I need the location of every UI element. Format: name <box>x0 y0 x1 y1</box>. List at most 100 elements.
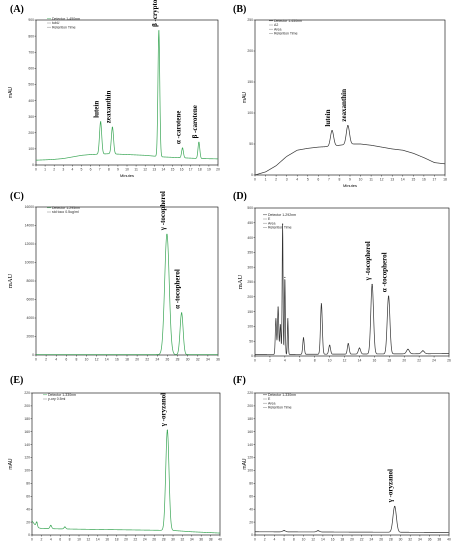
y-tick-label: 14000 <box>25 224 35 228</box>
peak-apex <box>181 312 183 314</box>
x-tick-label: 16 <box>180 168 184 172</box>
legend-entry: tubU <box>52 21 60 25</box>
x-tick-label: 30 <box>186 358 190 362</box>
legend-entry: Retention Time <box>274 32 298 36</box>
x-tick-label: 8 <box>108 168 110 172</box>
x-tick-label: 8 <box>69 538 71 542</box>
y-axis-label: mAU <box>242 458 248 470</box>
x-axis-label: Minutes <box>343 183 357 188</box>
y-tick-label: 400 <box>247 236 253 240</box>
y-tick-label: 0 <box>251 173 253 177</box>
peak-label: α -tocopherol <box>381 252 389 292</box>
x-tick-label: 13 <box>390 178 394 182</box>
legend-entry: Detector 1-450nm <box>274 19 302 23</box>
peak-apex <box>64 526 66 528</box>
x-tick-label: 7 <box>328 178 330 182</box>
plot-frame <box>35 19 219 166</box>
x-tick-label: 14 <box>162 168 166 172</box>
x-tick-label: 16 <box>105 538 109 542</box>
x-tick-label: 38 <box>437 538 441 542</box>
x-tick-label: 10 <box>302 538 306 542</box>
legend-entry: Detector 1-295nm <box>52 206 80 210</box>
chromatogram-trace <box>255 224 449 355</box>
y-tick-label: 4000 <box>26 316 34 320</box>
x-tick-label: 5 <box>307 178 309 182</box>
peak-apex <box>111 126 114 128</box>
x-tick-label: 14 <box>105 358 109 362</box>
legend-entry: Retention Time <box>52 25 76 29</box>
y-tick-label: 100 <box>247 325 253 329</box>
x-tick-label: 32 <box>196 358 200 362</box>
peak-apex <box>371 283 373 286</box>
x-tick-label: 12 <box>343 359 347 363</box>
x-tick-label: 1 <box>265 178 267 182</box>
x-tick-label: 32 <box>181 538 185 542</box>
x-tick-label: 4 <box>296 178 298 182</box>
y-axis-label: mAU <box>237 274 244 289</box>
y-tick-label: 140 <box>247 443 253 447</box>
x-tick-label: 6 <box>65 358 67 362</box>
y-tick-label: 100 <box>247 469 253 473</box>
y-tick-label: 80 <box>249 482 253 486</box>
x-tick-label: 18 <box>125 358 129 362</box>
x-tick-label: 4 <box>71 168 73 172</box>
x-tick-label: 18 <box>443 178 447 182</box>
y-tick-label: 60 <box>26 494 30 498</box>
peak-apex <box>166 233 168 235</box>
peak-apex <box>287 318 289 320</box>
x-tick-label: 32 <box>408 538 412 542</box>
peak-apex <box>358 347 361 349</box>
x-tick-label: 12 <box>95 358 99 362</box>
plot-frame <box>35 206 219 356</box>
y-tick-label: 900 <box>28 18 34 22</box>
x-tick-label: 12 <box>87 538 91 542</box>
y-tick-label: 0 <box>32 353 34 357</box>
x-tick-label: 17 <box>189 168 193 172</box>
y-tick-label: 2000 <box>26 335 34 339</box>
x-tick-label: 3 <box>62 168 64 172</box>
peak-label: γ -oryzanol <box>387 469 395 503</box>
x-tick-label: 15 <box>411 178 415 182</box>
y-tick-label: 200 <box>28 131 34 135</box>
y-axis-label: mAU <box>7 273 14 288</box>
x-tick-label: 12 <box>380 178 384 182</box>
peak-apex <box>302 337 305 339</box>
peak-label: γ -tocopherol <box>364 241 372 281</box>
x-tick-label: 20 <box>402 359 406 363</box>
peak-apex <box>282 223 284 225</box>
peak-apex <box>320 303 323 305</box>
y-tick-label: 60 <box>249 494 253 498</box>
x-tick-label: 17 <box>433 178 437 182</box>
peak-label: β -carotene <box>191 105 199 138</box>
x-tick-label: 40 <box>447 538 451 542</box>
legend-entry: E <box>268 397 271 401</box>
legend-entry: Retention Time <box>268 406 292 410</box>
y-tick-label: 6000 <box>26 298 34 302</box>
panel-label: (D) <box>233 191 247 202</box>
x-tick-label: 2 <box>275 178 277 182</box>
x-tick-label: 0 <box>35 358 37 362</box>
x-tick-label: 24 <box>155 358 159 362</box>
y-tick-label: 120 <box>247 456 253 460</box>
x-tick-label: 4 <box>284 359 286 363</box>
x-tick-label: 14 <box>401 178 405 182</box>
x-tick-label: 15 <box>171 168 175 172</box>
peak-label: α -carotene <box>175 111 183 145</box>
x-tick-label: 10 <box>77 538 81 542</box>
peak-label: γ -oryzanol <box>159 393 167 427</box>
y-tick-label: 80 <box>26 482 30 486</box>
legend-entry: E <box>268 217 271 221</box>
panel-label: (E) <box>10 375 23 386</box>
y-tick-label: 150 <box>247 310 253 314</box>
x-tick-label: 26 <box>379 538 383 542</box>
panel-label: (C) <box>10 191 24 202</box>
x-axis-label: Minutes <box>120 173 134 178</box>
peak-apex <box>422 350 424 352</box>
x-tick-label: 4 <box>273 538 275 542</box>
x-tick-label: 6 <box>283 538 285 542</box>
x-tick-label: 1 <box>44 168 46 172</box>
legend-entry: Retention Time <box>268 226 292 230</box>
peak-apex <box>387 295 390 297</box>
